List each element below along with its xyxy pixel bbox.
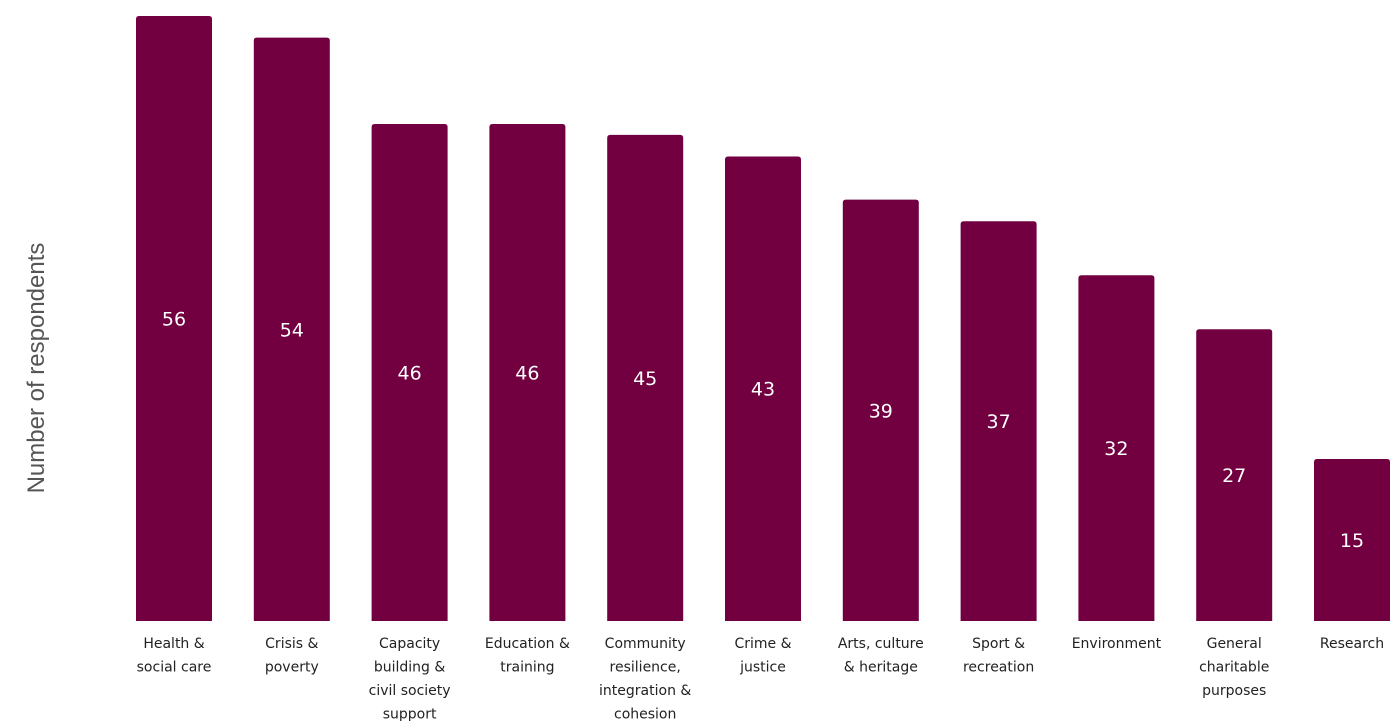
bar-research — [1314, 458, 1390, 621]
tick-label-line: civil society — [369, 683, 451, 699]
tick-label-line: social care — [137, 660, 212, 676]
tick-label-health-and-social-care: Health & social care — [137, 636, 212, 676]
bar-general-charitable-purposes — [1196, 329, 1273, 621]
tick-label-line: Capacity — [379, 636, 440, 652]
bar-education-and-training — [489, 124, 566, 622]
tick-label-line: Health & — [143, 636, 204, 652]
tick-label-sport-and-recreation: Sport & recreation — [963, 636, 1034, 676]
value-label-crime-and-justice: 43 — [751, 379, 775, 401]
tick-label-environment: Environment — [1072, 636, 1162, 652]
value-label-research: 15 — [1340, 530, 1364, 552]
tick-label-crime-and-justice: Crime & justice — [734, 636, 791, 676]
value-label-crisis-and-poverty: 54 — [280, 319, 304, 341]
bar-sport-and-recreation — [960, 221, 1037, 621]
tick-label-line: Sport & — [972, 636, 1025, 652]
tick-label-general-charitable-purposes: General charitable purposes — [1199, 636, 1269, 699]
y-axis-label: Number of respondents — [23, 243, 50, 494]
tick-label-community-resilience-integration-and-cohesion: Community resilience, integration & cohesio… — [599, 636, 691, 721]
bar-capacity-building-and-civil-society-support — [371, 124, 448, 622]
tick-label-line: Crime & — [734, 636, 791, 652]
tick-label-line: & heritage — [844, 660, 918, 676]
bar-arts-culture-and-heritage — [842, 199, 919, 622]
tick-label-line: support — [383, 707, 437, 721]
tick-label-line: justice — [739, 660, 786, 676]
tick-label-arts-culture-and-heritage: Arts, culture & heritage — [838, 636, 924, 676]
tick-label-line: cohesion — [614, 707, 676, 721]
bars-layer — [136, 16, 1390, 622]
value-label-environment: 32 — [1104, 438, 1128, 460]
tick-label-line: Education & — [485, 636, 570, 652]
tick-label-line: resilience, — [610, 660, 681, 676]
tick-label-crisis-and-poverty: Crisis & poverty — [265, 636, 319, 676]
tick-label-line: Research — [1320, 636, 1384, 652]
value-label-health-and-social-care: 56 — [162, 309, 186, 331]
bar-crime-and-justice — [725, 156, 801, 622]
tick-label-line: Community — [605, 636, 686, 652]
tick-label-research: Research — [1320, 636, 1384, 652]
value-label-education-and-training: 46 — [515, 363, 539, 385]
tick-label-line: Environment — [1072, 636, 1162, 652]
bar-crisis-and-poverty — [253, 37, 330, 622]
value-label-sport-and-recreation: 37 — [987, 411, 1011, 433]
tick-label-line: building & — [374, 660, 446, 676]
tick-label-line: Arts, culture — [838, 636, 924, 652]
value-labels-layer: 56 54 46 46 45 43 39 37 32 27 15 — [162, 309, 1364, 552]
value-label-arts-culture-and-heritage: 39 — [869, 400, 893, 422]
tick-label-line: Crisis & — [265, 636, 318, 652]
tick-label-education-and-training: Education & training — [485, 636, 570, 676]
bar-health-and-social-care — [136, 16, 212, 621]
tick-label-line: poverty — [265, 660, 319, 676]
bar-environment — [1078, 275, 1155, 621]
tick-label-line: recreation — [963, 660, 1034, 676]
value-label-general-charitable-purposes: 27 — [1222, 465, 1246, 487]
category-labels-layer: Health & social care Crisis & poverty Capaci… — [137, 636, 1384, 721]
tick-label-line: General — [1207, 636, 1262, 652]
bar-community-resilience-integration-and-cohesion — [607, 134, 684, 621]
tick-label-line: purposes — [1202, 683, 1266, 699]
tick-label-capacity-building-and-civil-society-support: Capacity building & civil society support — [369, 636, 451, 721]
tick-label-line: training — [500, 660, 554, 676]
value-label-community-resilience-integration-and-cohesion: 45 — [633, 368, 657, 390]
tick-label-line: charitable — [1199, 660, 1269, 676]
value-label-capacity-building-and-civil-society-support: 46 — [398, 363, 422, 385]
tick-label-line: integration & — [599, 683, 691, 699]
